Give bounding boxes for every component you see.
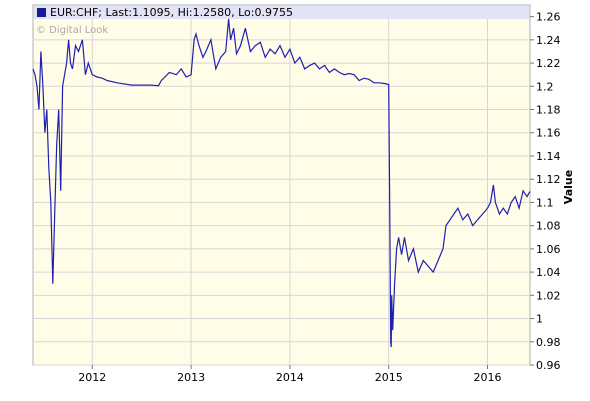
- y-axis-label: Value: [562, 170, 575, 204]
- x-tick-label: 2013: [177, 371, 205, 384]
- y-tick-label: 1.22: [536, 57, 561, 70]
- y-tick-label: 0.98: [536, 336, 561, 349]
- x-axis-ticks: 2012 2013 2014 2015 2016: [78, 365, 502, 384]
- y-tick-label: 1.18: [536, 104, 561, 117]
- y-tick-label: 1: [536, 313, 543, 326]
- y-tick-label: 1.06: [536, 243, 561, 256]
- x-tick-label: 2015: [375, 371, 403, 384]
- x-tick-label: 2016: [474, 371, 502, 384]
- y-axis-ticks: 0.96 0.98 1 1.02 1.04 1.06 1.08 1.1 1.12 1.14 1.16…: [530, 11, 561, 372]
- y-tick-label: 1.02: [536, 289, 561, 302]
- x-tick-label: 2012: [78, 371, 106, 384]
- y-tick-label: 1.26: [536, 11, 561, 24]
- y-tick-label: 1.2: [536, 80, 554, 93]
- x-tick-label: 2014: [276, 371, 304, 384]
- y-tick-label: 0.96: [536, 359, 561, 372]
- legend-label: EUR:CHF; Last:1.1095, Hi:1.2580, Lo:0.97…: [50, 6, 293, 19]
- series-line: [32, 18, 531, 348]
- plot-background: [32, 4, 531, 366]
- y-tick-label: 1.04: [536, 266, 561, 279]
- y-tick-label: 1.14: [536, 150, 561, 163]
- legend-bar: [34, 6, 529, 19]
- credit-label: © Digital Look: [36, 25, 108, 36]
- legend-swatch: [37, 8, 46, 17]
- grid: [33, 5, 530, 366]
- y-tick-label: 1.24: [536, 34, 561, 47]
- y-tick-label: 1.16: [536, 127, 561, 140]
- y-tick-label: 1.08: [536, 220, 561, 233]
- y-tick-label: 1.1: [536, 196, 554, 209]
- y-tick-label: 1.12: [536, 173, 561, 186]
